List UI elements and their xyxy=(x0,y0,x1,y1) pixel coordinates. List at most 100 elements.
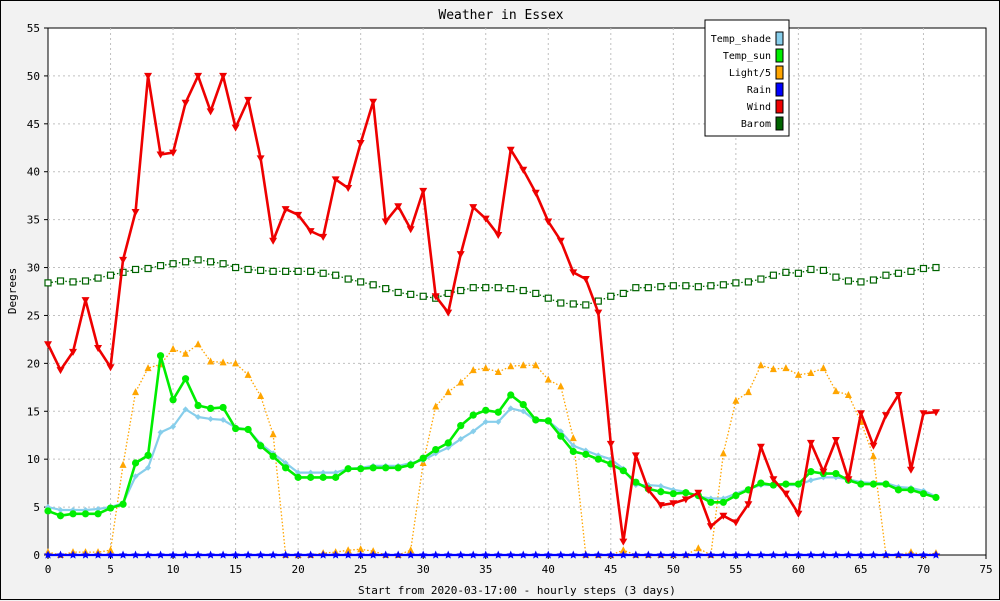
data-point-rain xyxy=(81,550,90,559)
data-point-barom xyxy=(619,289,627,298)
data-point-wind xyxy=(44,341,52,349)
y-tick-label: 55 xyxy=(27,22,40,35)
data-point-temp-sun xyxy=(619,467,627,475)
data-point-wind xyxy=(306,228,315,236)
data-point-light-5 xyxy=(757,361,765,369)
data-point-wind xyxy=(169,149,178,157)
legend: Temp_shade Temp_sun Light/5 Rain Wind Barom xyxy=(704,19,790,137)
data-point-light-5 xyxy=(832,387,840,395)
legend-label-light-5: Light/5 xyxy=(729,68,771,79)
data-point-wind xyxy=(256,155,265,163)
data-point-temp-sun xyxy=(482,406,490,414)
data-point-rain xyxy=(919,550,928,559)
data-point-temp-sun xyxy=(882,480,890,488)
data-point-barom xyxy=(869,276,878,284)
legend-label-temp-sun: Temp_sun xyxy=(723,51,771,62)
data-point-barom xyxy=(519,286,527,295)
data-point-light-5 xyxy=(457,378,465,386)
data-point-barom xyxy=(494,284,502,292)
data-point-wind xyxy=(931,409,940,417)
legend-label-wind: Wind xyxy=(747,102,771,113)
data-point-rain xyxy=(581,550,591,559)
data-point-rain xyxy=(256,550,265,559)
data-point-rain xyxy=(531,550,541,559)
data-point-temp-sun xyxy=(757,479,765,487)
y-tick-label: 0 xyxy=(33,549,40,562)
data-point-wind xyxy=(281,206,290,214)
data-point-rain xyxy=(744,550,753,559)
data-point-temp-sun xyxy=(169,396,177,404)
data-point-temp-shade xyxy=(482,418,489,425)
legend-box xyxy=(704,19,790,137)
data-point-temp-sun xyxy=(282,464,290,472)
data-point-wind xyxy=(206,108,215,116)
series-barom xyxy=(44,256,940,309)
data-point-wind xyxy=(494,231,503,239)
plot-area xyxy=(47,27,987,556)
data-point-wind xyxy=(431,293,440,301)
data-point-wind xyxy=(106,364,115,372)
data-point-temp-sun xyxy=(657,488,665,496)
data-point-wind xyxy=(744,501,753,509)
data-point-temp-sun xyxy=(44,507,52,515)
data-point-barom xyxy=(732,279,740,287)
x-tick-label: 70 xyxy=(917,563,930,576)
data-point-temp-sun xyxy=(294,473,302,481)
series-rain xyxy=(43,550,941,559)
data-point-temp-sun xyxy=(432,446,440,454)
data-point-temp-sun xyxy=(919,490,928,498)
data-point-temp-sun xyxy=(344,465,352,473)
data-point-rain xyxy=(418,550,428,559)
data-point-barom xyxy=(194,256,202,264)
data-point-barom xyxy=(694,283,702,291)
data-point-rain xyxy=(543,550,553,559)
data-point-temp-shade xyxy=(445,444,452,451)
data-point-barom xyxy=(769,271,777,279)
data-point-temp-shade xyxy=(307,469,314,476)
data-point-temp-sun xyxy=(94,510,102,518)
data-point-wind xyxy=(631,452,640,460)
data-point-light-5 xyxy=(182,349,190,357)
data-point-barom xyxy=(932,263,940,272)
data-point-rain xyxy=(706,550,716,559)
data-point-temp-sun xyxy=(232,424,240,433)
data-point-barom xyxy=(369,281,377,289)
series-temp-sun xyxy=(44,352,940,520)
data-point-wind xyxy=(594,309,603,317)
data-point-wind xyxy=(406,226,415,234)
data-point-wind xyxy=(56,367,65,375)
data-point-light-5 xyxy=(169,344,177,352)
data-point-barom xyxy=(44,279,52,287)
legend-label-rain: Rain xyxy=(747,85,771,96)
data-point-light-5 xyxy=(719,449,727,457)
data-point-temp-sun xyxy=(269,452,277,460)
data-point-light-5 xyxy=(844,390,852,398)
data-point-wind xyxy=(119,256,128,264)
data-point-temp-sun xyxy=(594,455,602,463)
data-point-temp-sun xyxy=(119,500,127,508)
data-point-temp-sun xyxy=(907,486,915,494)
data-point-rain xyxy=(594,550,603,559)
y-tick-label: 50 xyxy=(27,70,40,83)
data-point-rain xyxy=(443,550,453,559)
data-point-rain xyxy=(819,550,828,559)
data-point-barom xyxy=(332,271,340,279)
data-point-barom xyxy=(719,281,727,289)
data-point-wind xyxy=(756,443,765,451)
data-point-barom xyxy=(682,282,690,290)
data-point-rain xyxy=(318,550,328,559)
data-point-light-5 xyxy=(807,368,815,376)
data-point-barom xyxy=(307,267,315,275)
data-point-light-5 xyxy=(482,364,490,372)
data-point-rain xyxy=(719,550,728,559)
data-point-temp-sun xyxy=(869,480,878,488)
data-point-barom xyxy=(294,267,302,275)
data-point-barom xyxy=(169,260,177,268)
data-point-temp-sun xyxy=(732,491,740,500)
data-point-barom xyxy=(482,284,490,292)
data-point-rain xyxy=(168,550,178,559)
data-point-light-5 xyxy=(407,546,415,554)
data-point-wind xyxy=(706,523,715,531)
data-point-barom xyxy=(219,260,227,268)
data-point-light-5 xyxy=(469,366,477,374)
